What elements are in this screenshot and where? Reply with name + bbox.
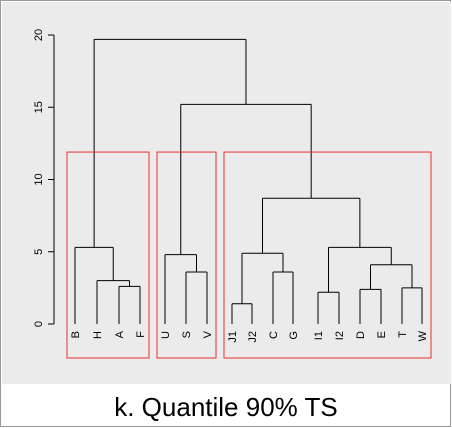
y-tick-label: 10: [33, 173, 45, 185]
leaf-label: I1: [313, 331, 325, 340]
leaf-label: D: [355, 331, 367, 339]
plot-area: 0 5 10 15 20 B H A F U S V J1 J2 C G I1 I2 D E T W: [2, 2, 451, 384]
leaf-label: A: [114, 330, 126, 338]
leaf-label: I2: [334, 331, 346, 340]
leaf-label: H: [92, 331, 104, 339]
figure-caption: k. Quantile 90% TS: [114, 392, 338, 422]
leaf-label: T: [397, 331, 409, 338]
dendrogram-chart: 0 5 10 15 20 B H A F U S V J1 J2 C G I1 I2 D E T W: [33, 29, 432, 359]
leaf-label: W: [417, 330, 429, 341]
leaf-label: C: [268, 331, 280, 339]
cluster-box: [156, 151, 217, 359]
y-tick-label: 5: [33, 249, 45, 255]
leaf-label: E: [376, 331, 388, 338]
leaf-label: G: [288, 331, 300, 340]
y-tick-label: 0: [33, 321, 45, 327]
leaf-label: F: [135, 331, 147, 338]
leaf-label: V: [202, 330, 214, 338]
leaf-label: B: [70, 331, 82, 338]
leaf-label: J2: [247, 331, 259, 343]
y-tick-label: 15: [33, 101, 45, 113]
cluster-box: [66, 151, 150, 359]
leaf-label: J1: [227, 331, 239, 343]
leaf-label: S: [181, 331, 193, 338]
cluster-box: [223, 151, 432, 359]
y-tick-label: 20: [33, 29, 45, 41]
leaf-label: U: [160, 331, 172, 339]
